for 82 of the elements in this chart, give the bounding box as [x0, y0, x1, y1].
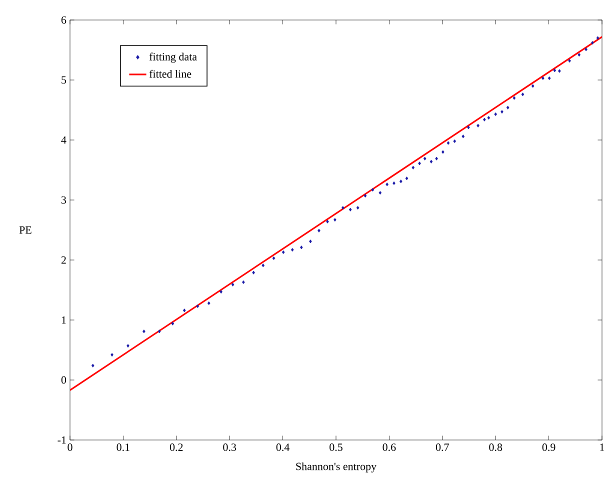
x-tick-label: 0.1	[116, 444, 130, 452]
y-tick-label: 5	[62, 76, 66, 84]
point	[542, 76, 544, 80]
legend-label: fitted line	[149, 70, 192, 78]
x-tick-label: 0.6	[382, 444, 396, 452]
point	[326, 220, 329, 224]
point	[531, 84, 534, 88]
x-tick-label: 0.2	[170, 444, 183, 452]
point	[91, 364, 94, 368]
point	[446, 141, 450, 145]
point	[242, 280, 245, 284]
point	[158, 330, 161, 334]
x-tick-label: 0.5	[330, 444, 342, 452]
point	[418, 162, 421, 166]
point	[231, 282, 234, 286]
y-tick-label: 3	[62, 196, 66, 204]
point	[548, 76, 551, 80]
point	[521, 92, 524, 96]
point	[494, 112, 498, 116]
point	[252, 270, 255, 274]
point	[506, 106, 510, 110]
point	[142, 330, 146, 334]
point	[364, 194, 367, 198]
point	[290, 248, 294, 252]
point	[272, 256, 276, 260]
x-tick-label: 0.8	[489, 444, 502, 452]
point	[462, 134, 465, 138]
point	[442, 150, 444, 154]
point	[584, 48, 588, 52]
y-tick-label: -1	[58, 436, 66, 444]
point	[392, 181, 396, 185]
point	[405, 176, 408, 180]
point	[412, 166, 415, 170]
y-tick-label: 2	[61, 256, 66, 264]
point	[400, 180, 402, 184]
point	[467, 126, 470, 130]
point	[435, 156, 438, 160]
point	[512, 96, 516, 100]
point	[207, 301, 210, 305]
point	[182, 308, 186, 312]
point	[500, 110, 504, 114]
point	[220, 290, 222, 294]
point	[453, 139, 456, 143]
point	[558, 69, 561, 73]
legend-label: fitting data	[149, 52, 197, 63]
point	[171, 322, 174, 326]
point	[483, 118, 486, 122]
point	[110, 353, 114, 357]
point	[568, 59, 571, 63]
x-tick-label: 0.3	[223, 444, 236, 452]
point	[334, 218, 336, 222]
point	[342, 206, 344, 210]
x-tick-label: 0.4	[276, 444, 290, 452]
point	[591, 41, 594, 45]
y-tick-label: 4	[61, 136, 66, 144]
point	[348, 208, 352, 212]
point	[371, 188, 374, 192]
x-tick-label: 1	[600, 444, 604, 451]
point	[423, 156, 426, 160]
y-axis-title: PE	[19, 226, 32, 234]
point	[262, 264, 265, 268]
x-tick-label: 0.7	[436, 444, 449, 452]
x-tick-label: 0.9	[542, 444, 556, 452]
x-tick-label: 0	[68, 444, 72, 451]
point	[487, 116, 490, 120]
point	[386, 182, 388, 186]
point	[309, 240, 312, 244]
point	[196, 304, 200, 308]
y-tick-label: 6	[61, 16, 66, 24]
point	[318, 228, 320, 232]
y-tick-label: 0	[61, 376, 66, 384]
point	[300, 246, 303, 250]
x-axis-title: Shannon's entropy	[296, 462, 377, 472]
point	[378, 191, 382, 195]
point	[126, 344, 130, 348]
point	[578, 53, 581, 57]
point	[553, 68, 556, 72]
point	[476, 124, 480, 128]
point	[282, 250, 285, 254]
y-tick-label: 1	[62, 316, 66, 324]
point	[356, 206, 360, 210]
point	[430, 160, 433, 164]
